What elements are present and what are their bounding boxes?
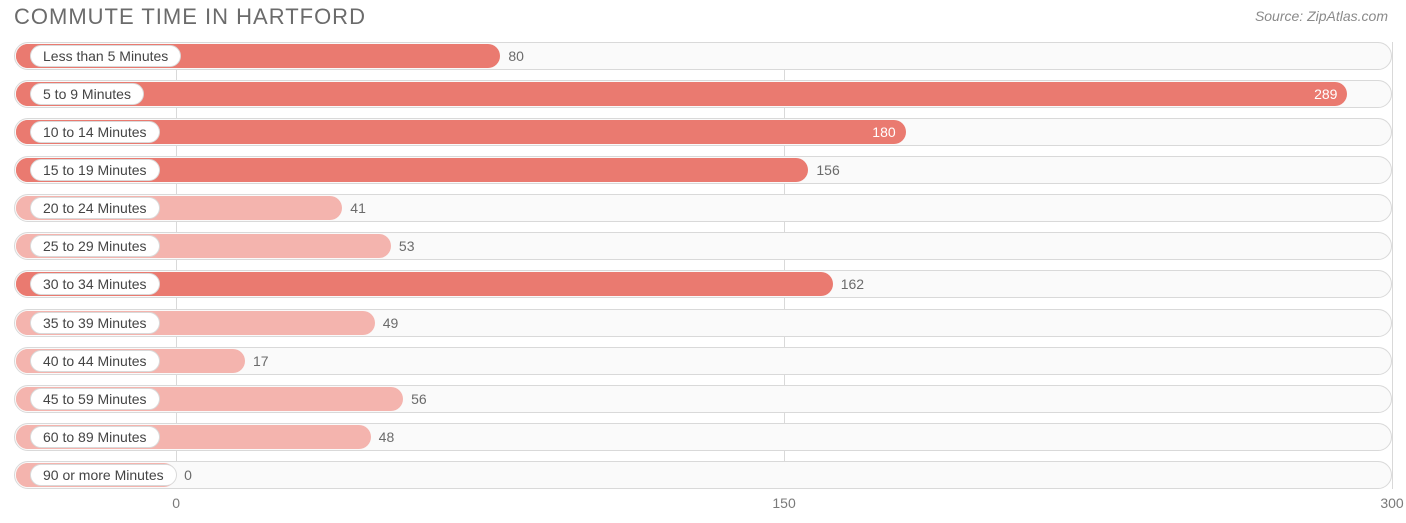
chart-rows: Less than 5 Minutes 80 5 to 9 Minutes 289 10… xyxy=(14,42,1392,489)
chart-row: 45 to 59 Minutes 56 xyxy=(14,385,1392,413)
row-track xyxy=(14,461,1392,489)
gridline xyxy=(1392,42,1393,489)
chart-row: 30 to 34 Minutes 162 xyxy=(14,270,1392,298)
row-label: 40 to 44 Minutes xyxy=(30,350,160,372)
chart-title: COMMUTE TIME IN HARTFORD xyxy=(14,4,366,30)
chart-row: 40 to 44 Minutes 17 xyxy=(14,347,1392,375)
row-value: 162 xyxy=(841,270,864,298)
chart-row: 10 to 14 Minutes 180 xyxy=(14,118,1392,146)
x-axis: 0150300 xyxy=(14,495,1392,515)
row-label: 15 to 19 Minutes xyxy=(30,159,160,181)
row-label: 10 to 14 Minutes xyxy=(30,121,160,143)
row-value: 56 xyxy=(411,385,427,413)
chart-row: 25 to 29 Minutes 53 xyxy=(14,232,1392,260)
chart-row: Less than 5 Minutes 80 xyxy=(14,42,1392,70)
row-value: 49 xyxy=(383,309,399,337)
chart-row: 15 to 19 Minutes 156 xyxy=(14,156,1392,184)
row-label: 25 to 29 Minutes xyxy=(30,235,160,257)
row-value: 17 xyxy=(253,347,269,375)
row-value: 180 xyxy=(872,118,895,146)
x-axis-label: 150 xyxy=(772,495,795,511)
row-value: 53 xyxy=(399,232,415,260)
row-label: 60 to 89 Minutes xyxy=(30,426,160,448)
row-value: 289 xyxy=(1314,80,1337,108)
x-axis-label: 300 xyxy=(1380,495,1403,511)
chart-row: 90 or more Minutes 0 xyxy=(14,461,1392,489)
row-bar xyxy=(16,82,1347,106)
row-label: 20 to 24 Minutes xyxy=(30,197,160,219)
row-value: 80 xyxy=(508,42,524,70)
row-value: 48 xyxy=(379,423,395,451)
chart-row: 5 to 9 Minutes 289 xyxy=(14,80,1392,108)
row-label: 45 to 59 Minutes xyxy=(30,388,160,410)
row-label: Less than 5 Minutes xyxy=(30,45,181,67)
chart-area: Less than 5 Minutes 80 5 to 9 Minutes 289 10… xyxy=(14,42,1392,489)
chart-row: 20 to 24 Minutes 41 xyxy=(14,194,1392,222)
row-label: 35 to 39 Minutes xyxy=(30,312,160,334)
row-label: 30 to 34 Minutes xyxy=(30,273,160,295)
row-label: 5 to 9 Minutes xyxy=(30,83,144,105)
row-label: 90 or more Minutes xyxy=(30,464,177,486)
chart-source: Source: ZipAtlas.com xyxy=(1255,4,1388,24)
row-value: 41 xyxy=(350,194,366,222)
x-axis-label: 0 xyxy=(172,495,180,511)
row-value: 156 xyxy=(816,156,839,184)
row-value: 0 xyxy=(184,461,192,489)
chart-row: 60 to 89 Minutes 48 xyxy=(14,423,1392,451)
chart-row: 35 to 39 Minutes 49 xyxy=(14,309,1392,337)
